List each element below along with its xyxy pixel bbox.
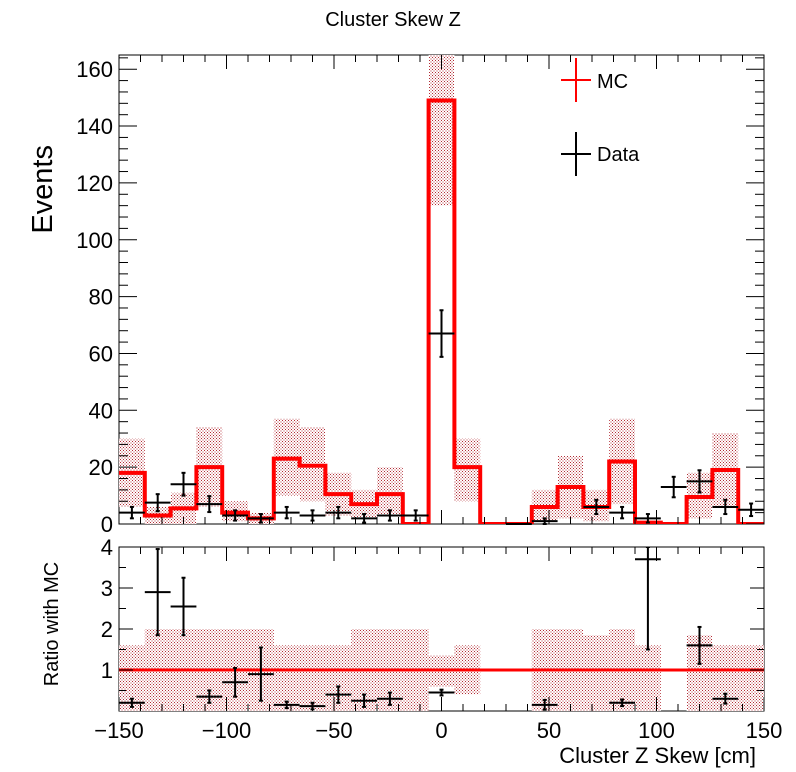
ratio-y-tick-label: 2 [101,617,113,642]
x-tick-label: −150 [94,718,144,743]
mc-band-bin [377,467,403,516]
y-tick-label: 160 [76,57,113,82]
legend-entry-mc: MC [561,58,628,102]
ratio-band-bin [273,645,300,711]
ratio-x-axis: −150 −100 −50 0 50 100 150 [94,547,782,743]
ratio-y-axis-label: Ratio with MC [41,562,63,686]
legend: MC Data [561,58,640,176]
x-axis-label: Cluster Z Skew [cm] [559,743,756,768]
mc-band-bin [428,55,455,206]
main-y-axis: 0 20 40 60 80 100 120 140 160 [76,57,764,537]
x-tick-label: 0 [435,718,447,743]
legend-data-label: Data [597,144,640,166]
data-points [119,309,764,525]
ratio-y-axis: 1 2 3 4 [101,535,764,691]
y-tick-label: 140 [76,114,113,139]
y-tick-label: 0 [101,512,113,537]
ratio-y-tick-label: 1 [101,658,113,683]
ratio-band-bin [738,645,764,711]
x-tick-label: 50 [537,718,561,743]
y-tick-label: 120 [76,171,113,196]
y-tick-label: 60 [89,341,113,366]
x-tick-label: −100 [202,718,252,743]
y-tick-label: 80 [89,285,113,310]
mc-band-bin [454,438,481,502]
legend-entry-data: Data [561,132,640,176]
mc-histogram-line [119,98,764,524]
ratio-points [119,547,739,711]
main-panel: 0 20 40 60 80 100 120 140 160 Events MC Data [27,54,765,537]
ratio-y-tick-label: 3 [101,576,113,601]
y-tick-label: 100 [76,228,113,253]
ratio-y-tick-label: 4 [101,535,113,560]
ratio-band-bin [583,635,610,711]
y-tick-label: 40 [89,398,113,423]
chart-title: Cluster Skew Z [325,9,461,31]
main-x-ticks [118,55,765,524]
x-tick-label: 150 [746,718,783,743]
legend-mc-label: MC [597,71,628,93]
ratio-band-bin [299,645,326,711]
x-tick-label: −50 [315,718,352,743]
y-tick-label: 20 [89,455,113,480]
main-y-axis-label: Events [27,145,59,234]
x-tick-label: 100 [638,718,675,743]
